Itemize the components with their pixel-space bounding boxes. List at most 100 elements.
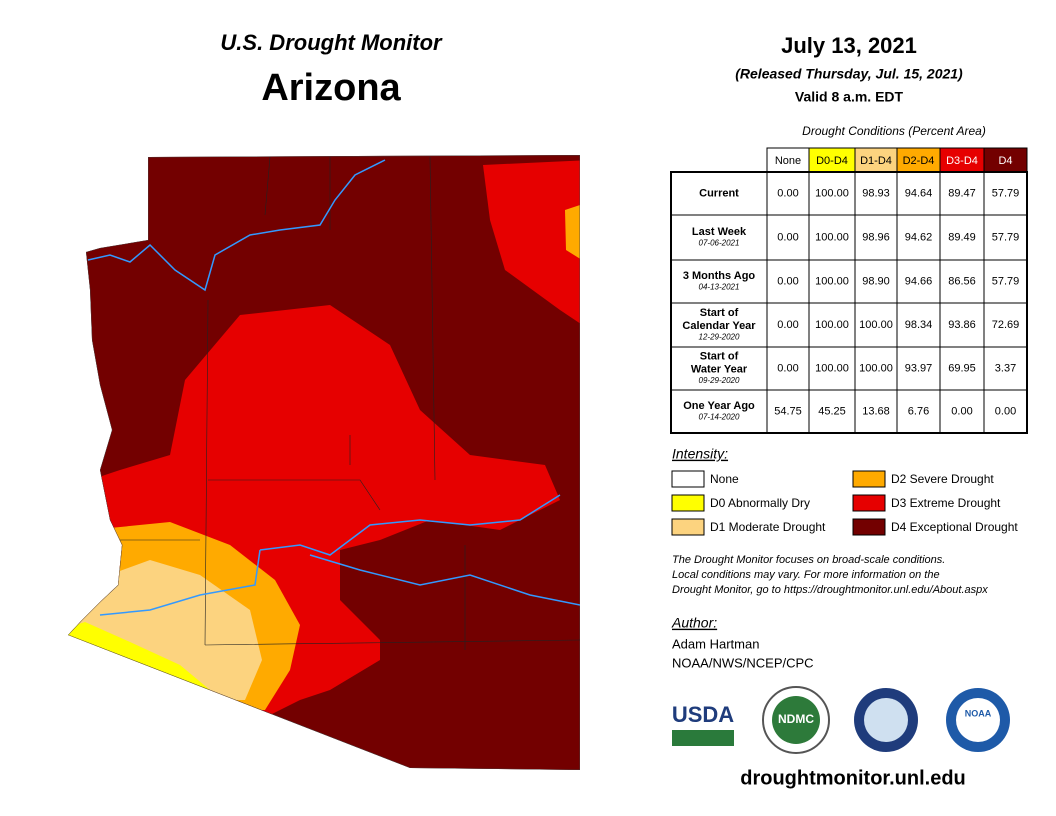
value: 100.00 (859, 362, 893, 374)
value-cell (766, 171, 810, 216)
value: 0.00 (777, 362, 798, 374)
legend-label: D4 Exceptional Drought (891, 520, 1018, 534)
value-cell (983, 389, 1028, 434)
value-cell (808, 259, 856, 304)
legend-label: None (710, 472, 739, 486)
legend-label: D1 Moderate Drought (710, 520, 826, 534)
value-cell (939, 259, 985, 304)
value: 100.00 (859, 319, 893, 331)
value-cell (854, 302, 898, 348)
value: 94.64 (905, 187, 933, 199)
value: 3.37 (995, 362, 1016, 374)
website: droughtmonitor.unl.edu (740, 767, 966, 789)
column-header: D0-D4 (816, 155, 848, 167)
legend-swatch (671, 470, 705, 488)
value: 100.00 (815, 231, 849, 243)
value: 45.25 (818, 405, 846, 417)
legend-label: D2 Severe Drought (891, 472, 994, 486)
value-cell (808, 389, 856, 434)
row-label-cell (670, 259, 768, 304)
row-label: Start of (700, 351, 739, 363)
column-header: D3-D4 (946, 155, 978, 167)
column-header-cell (766, 147, 810, 173)
value: 89.47 (948, 187, 976, 199)
logo-commerce-inner (864, 698, 908, 742)
column-header: D4 (998, 155, 1012, 167)
value-cell (896, 259, 941, 304)
value-cell (983, 346, 1028, 391)
value: 0.00 (777, 275, 798, 287)
row-label: Calendar Year (682, 320, 756, 332)
value-cell (939, 171, 985, 216)
author-title: Author: (671, 615, 717, 631)
legend-title: Intensity: (672, 446, 728, 462)
row-date: 07-06-2021 (699, 238, 740, 247)
logo-usda-band (672, 730, 734, 746)
note-line: Drought Monitor, go to https://droughtmo… (672, 584, 988, 596)
value-cell (766, 389, 810, 434)
row-date: 04-13-2021 (699, 282, 740, 291)
column-header-cell (854, 147, 898, 173)
value-cell (854, 389, 898, 434)
legend-swatch (852, 470, 886, 488)
row-label: Water Year (691, 364, 748, 376)
author-name: Adam Hartman (672, 636, 759, 651)
legend-swatch (852, 518, 886, 536)
value: 100.00 (815, 362, 849, 374)
value: 100.00 (815, 275, 849, 287)
legend: Intensity: None D0 Abnormally Dry D1 Modera… (671, 446, 1018, 536)
drought-map (68, 155, 580, 770)
column-header: D2-D4 (903, 155, 935, 167)
value: 54.75 (774, 405, 802, 417)
table-border (670, 171, 1028, 434)
value: 13.68 (862, 405, 890, 417)
title: U.S. Drought Monitor (220, 30, 443, 55)
value-cell (854, 346, 898, 391)
logo-usda: USDA (672, 702, 734, 727)
value: 72.69 (992, 319, 1020, 331)
row-label: Current (699, 187, 739, 199)
value: 86.56 (948, 275, 976, 287)
map-date: July 13, 2021 (781, 33, 917, 58)
row-label: Last Week (692, 226, 747, 238)
row-date: 09-29-2020 (699, 376, 740, 385)
value-cell (983, 171, 1028, 216)
value: 0.00 (777, 231, 798, 243)
legend-label: D3 Extreme Drought (891, 496, 1001, 510)
value-cell (808, 302, 856, 348)
value: 57.79 (992, 275, 1020, 287)
note-line: The Drought Monitor focuses on broad-sca… (672, 554, 945, 566)
value: 93.86 (948, 319, 976, 331)
logo-ndmc: NDMC (778, 712, 814, 726)
legend-swatch (671, 518, 705, 536)
value: 6.76 (908, 405, 929, 417)
column-header: None (775, 155, 801, 167)
value-cell (896, 346, 941, 391)
row-label: Start of (700, 307, 739, 319)
author-org: NOAA/NWS/NCEP/CPC (672, 655, 814, 670)
row-label: One Year Ago (683, 400, 755, 412)
row-date: 07-14-2020 (699, 412, 740, 421)
stats-table: Drought Conditions (Percent Area) None D0-… (670, 124, 1028, 434)
value: 69.95 (948, 362, 976, 374)
value: 57.79 (992, 231, 1020, 243)
logo-noaa-disk (956, 698, 1000, 742)
value-cell (854, 214, 898, 261)
value-cell (939, 214, 985, 261)
value-cell (766, 214, 810, 261)
value: 93.97 (905, 362, 933, 374)
value: 0.00 (777, 319, 798, 331)
value: 94.62 (905, 231, 933, 243)
value: 0.00 (777, 187, 798, 199)
value-cell (896, 389, 941, 434)
valid-time: Valid 8 a.m. EDT (795, 89, 904, 105)
value: 98.96 (862, 231, 890, 243)
value-cell (766, 259, 810, 304)
release-date: (Released Thursday, Jul. 15, 2021) (735, 66, 963, 82)
logos: USDA NDMC NOAA (672, 686, 1010, 754)
value: 98.93 (862, 187, 890, 199)
value: 57.79 (992, 187, 1020, 199)
value: 89.49 (948, 231, 976, 243)
value-cell (808, 171, 856, 216)
value: 98.34 (905, 319, 933, 331)
